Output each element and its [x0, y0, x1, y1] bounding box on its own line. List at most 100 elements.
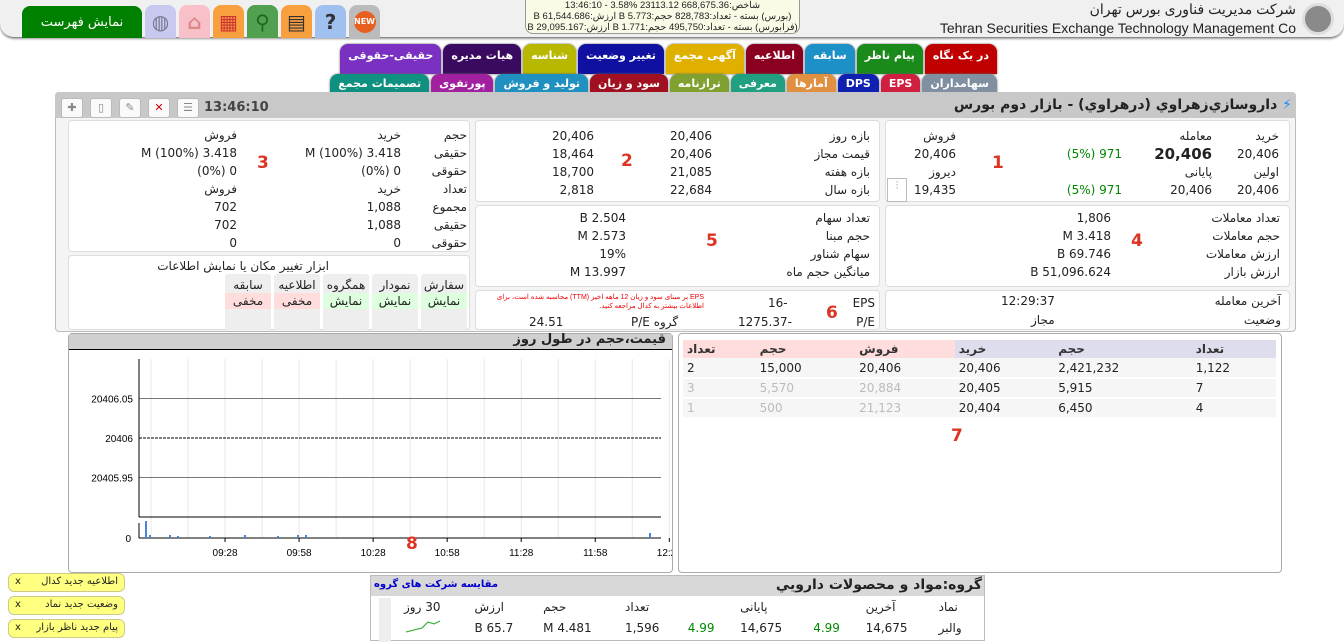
stat-row: حجم معاملات 3.418 M: [886, 227, 1286, 245]
x-tick: 12:28: [657, 548, 672, 559]
tab-1[interactable]: پیام ناظر: [856, 44, 923, 74]
range-label: بازه سال: [824, 183, 870, 197]
message-icon[interactable]: ▤: [281, 5, 312, 38]
subtab-9[interactable]: تصمیمات مجمع: [330, 74, 430, 94]
volume-bar: [209, 536, 211, 538]
subtab-2[interactable]: DPS: [837, 74, 879, 94]
cell: 1,122: [1191, 358, 1276, 379]
toggle-2[interactable]: همگروه نمایش: [323, 274, 369, 330]
col-header: تعداد: [1191, 340, 1276, 358]
globe-icon[interactable]: ◍: [145, 5, 176, 38]
range-label: قیمت مجاز: [814, 147, 870, 161]
close-icon[interactable]: x: [15, 622, 21, 633]
home-icon[interactable]: ⌂: [179, 5, 210, 38]
group-pe-label: P/E گروه: [631, 315, 679, 329]
tab-4[interactable]: آگهی مجمع: [665, 44, 744, 74]
subtab-5[interactable]: ترازنامه: [669, 74, 729, 94]
toggle-state: نمایش: [372, 293, 418, 309]
toggle-3[interactable]: اطلاعیه مخفی: [274, 274, 320, 330]
subtab-6[interactable]: سود و زیان: [590, 74, 668, 94]
notification[interactable]: پیام جدید ناظر بازار x: [8, 619, 125, 638]
group-panel: گروه:مواد و محصولات دارويي مقایسه شرکت ه…: [370, 575, 985, 642]
toggle-0[interactable]: سفارش نمایش: [421, 274, 467, 330]
stat-label: میانگین حجم ماه: [786, 265, 870, 279]
tab-6[interactable]: شناسه: [523, 44, 577, 74]
subtab-3[interactable]: آمارها: [786, 74, 836, 94]
trade-change: 971: [1099, 147, 1123, 161]
edit-icon[interactable]: ✎: [119, 98, 141, 118]
stat-label: سهام شناور: [810, 247, 870, 261]
index-line: شاخص:668,675.36 23113.12 %3.58 - 13:46:1…: [564, 0, 761, 11]
stat-label: تعداد معاملات: [1211, 211, 1280, 225]
tab-7[interactable]: هیات مدیره: [443, 44, 522, 74]
notification[interactable]: وضعیت جدید نماد x: [8, 596, 125, 615]
orderbook-row: 4 6,450 20,404 21,123 500 1: [683, 398, 1276, 419]
volume-bar: [145, 521, 147, 538]
add-icon[interactable]: ✚: [61, 98, 83, 118]
bourse-line: (بورس) بسته - تعداد:828,783 حجم:5.773 B …: [533, 11, 792, 22]
stat-value: 69.746 B: [1056, 247, 1111, 261]
stat-value: 19%: [599, 247, 626, 261]
cell: 5,570: [755, 378, 856, 399]
tab-5[interactable]: تغییر وضعیت: [578, 44, 664, 74]
cell: تعداد: [442, 182, 467, 196]
list-icon[interactable]: ☰: [177, 98, 199, 118]
cell: 14,675: [865, 620, 908, 635]
calculator-icon[interactable]: ▯: [90, 98, 112, 118]
search-icon[interactable]: ⚲: [247, 5, 278, 38]
volume-bar: [649, 533, 651, 538]
trade-price: 20,406: [1154, 145, 1213, 163]
price-tick: 20406: [105, 434, 133, 445]
col-header: حجم: [755, 340, 856, 358]
settings-sliders-icon[interactable]: ⫶: [887, 178, 907, 202]
toggle-4[interactable]: سابقه مخفی: [225, 274, 271, 330]
group-row[interactable]: والبر 14,675 4.99 14,675 4.99 1,596 4.481 M 65.…: [398, 616, 980, 639]
chart-tool-icon[interactable]: ✕: [148, 98, 170, 118]
cell: فروش: [204, 182, 237, 196]
x-tick: 11:58: [583, 548, 608, 559]
notification[interactable]: اطلاعیه جدید کدال x: [8, 573, 125, 592]
subtab-8[interactable]: پورتفوی: [431, 74, 494, 94]
orderbook-header: تعداد حجم خرید فروش حجم تعداد: [683, 340, 1276, 358]
subtab-4[interactable]: معرفی: [730, 74, 785, 94]
toggle-name: نمودار: [379, 278, 411, 292]
stat-value: 2.573 M: [577, 229, 626, 243]
cell: 500: [755, 398, 856, 419]
tab-2[interactable]: سابقه: [805, 44, 855, 74]
stat-row: تعداد سهام 2.504 B: [476, 209, 876, 227]
eps-note: EPS بر مبنای سود و زیان 12 ماهه اخیر (TT…: [496, 294, 704, 310]
subtab-0[interactable]: سهامداران: [922, 74, 997, 94]
show-list-button[interactable]: نمایش فهرست: [22, 6, 142, 38]
close-icon[interactable]: x: [15, 599, 21, 610]
col-header: آخرین: [865, 600, 896, 614]
cell: 20,405: [954, 378, 1055, 399]
buy-price: 20,406: [1237, 147, 1279, 161]
close-icon[interactable]: x: [15, 576, 21, 587]
cell: مجموع: [432, 200, 467, 214]
new-icon[interactable]: NEW: [349, 5, 380, 38]
cell: خرید: [377, 128, 401, 142]
range-low: 2,818: [559, 183, 594, 197]
compare-group-link[interactable]: مقایسه شرکت های گروه: [374, 579, 499, 590]
cell: 7: [1191, 378, 1276, 399]
subtab-7[interactable]: تولید و فروش: [495, 74, 589, 94]
toggle-name: سفارش: [423, 278, 465, 292]
trade-pct: (5%): [1066, 147, 1096, 161]
range-high: 20,406: [670, 147, 712, 161]
volume-tick: 0: [125, 534, 131, 545]
status-value: مجاز: [1031, 313, 1055, 327]
x-tick: 11:28: [509, 548, 534, 559]
annotation-4: 4: [1131, 231, 1143, 251]
page-title: ⚡ داروسازي‌زهراوي (درهراوي) - بازار دوم …: [954, 97, 1292, 113]
sell-price: 20,406: [913, 147, 956, 161]
tab-3[interactable]: اطلاعیه: [745, 44, 804, 74]
subtab-1[interactable]: EPS: [880, 74, 921, 94]
table-icon[interactable]: ▦: [213, 5, 244, 38]
tab-8[interactable]: حقیقی-حقوقی: [340, 44, 442, 74]
chart-title: قیمت،حجم در طول روز: [513, 332, 666, 347]
help-icon[interactable]: ?: [315, 5, 346, 38]
tab-0[interactable]: در یک نگاه: [924, 44, 997, 74]
toggle-1[interactable]: نمودار نمایش: [372, 274, 418, 330]
volume-bar: [177, 536, 179, 538]
scrollbar[interactable]: [379, 598, 391, 642]
